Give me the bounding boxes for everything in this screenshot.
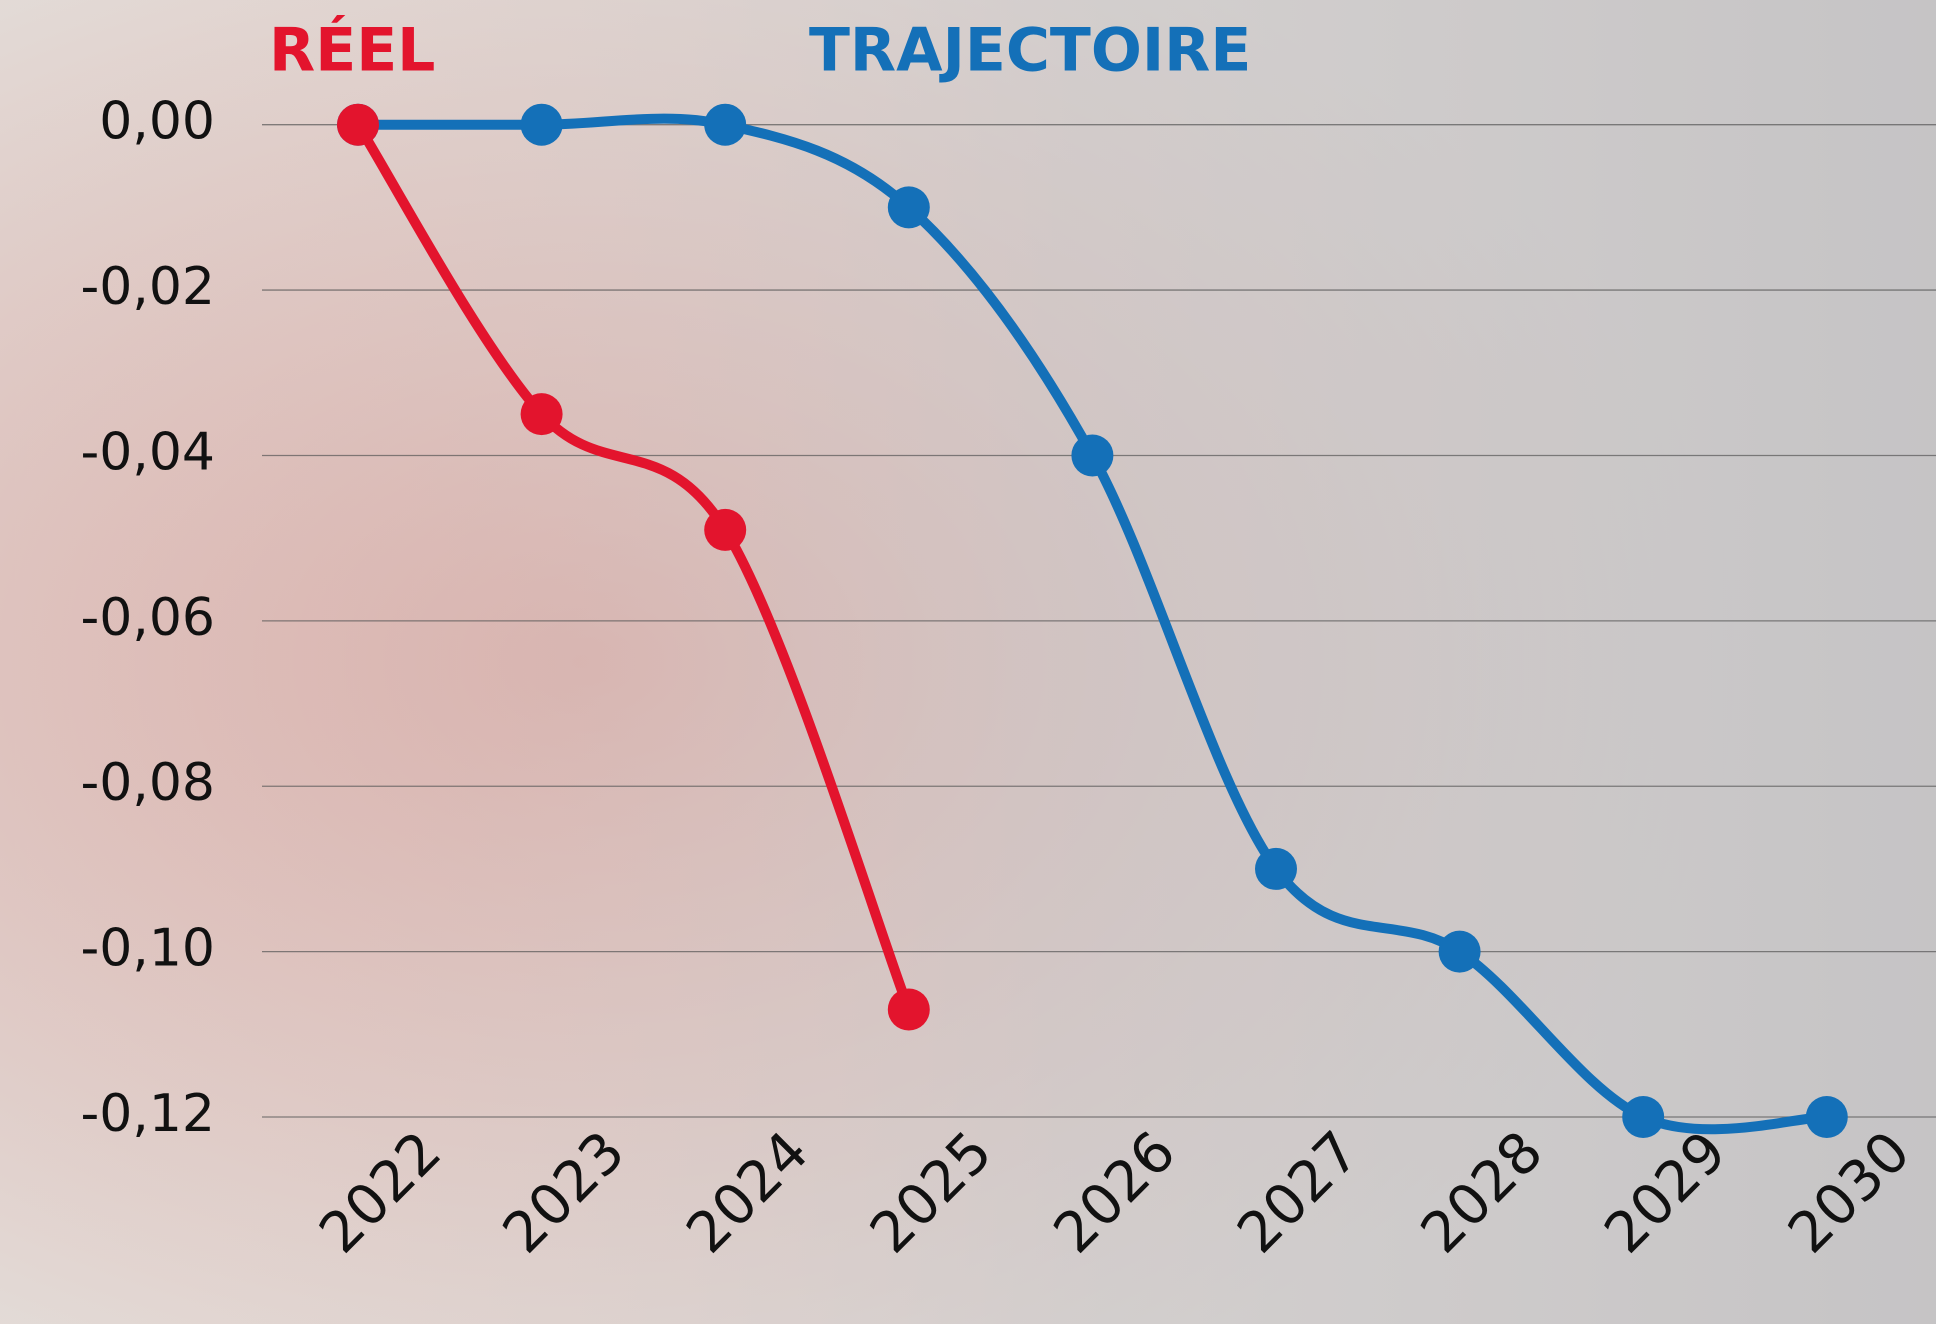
y-tick-label: -0,12 [80,1084,215,1144]
point [520,393,563,436]
point [704,508,747,551]
point [887,988,930,1031]
y-tick-label: -0,06 [80,588,215,648]
point [1071,434,1114,477]
legend-entry: RÉEL [269,14,435,86]
legend-entry: TRAJECTOIRE [809,16,1251,86]
point [1805,1096,1848,1138]
line [353,113,1832,1135]
y-tick-label: -0,10 [80,919,215,979]
point [1255,847,1297,890]
point [1438,930,1481,973]
y-tick-label: -0,02 [80,257,215,317]
point [520,103,563,146]
point [887,186,930,229]
point [337,103,379,146]
y-tick-label: 0,00 [99,92,215,152]
y-tick-label: -0,04 [80,422,215,482]
y-tick-label: -0,08 [80,753,215,813]
point [1622,1096,1665,1138]
line [353,119,914,1015]
point [704,103,747,146]
